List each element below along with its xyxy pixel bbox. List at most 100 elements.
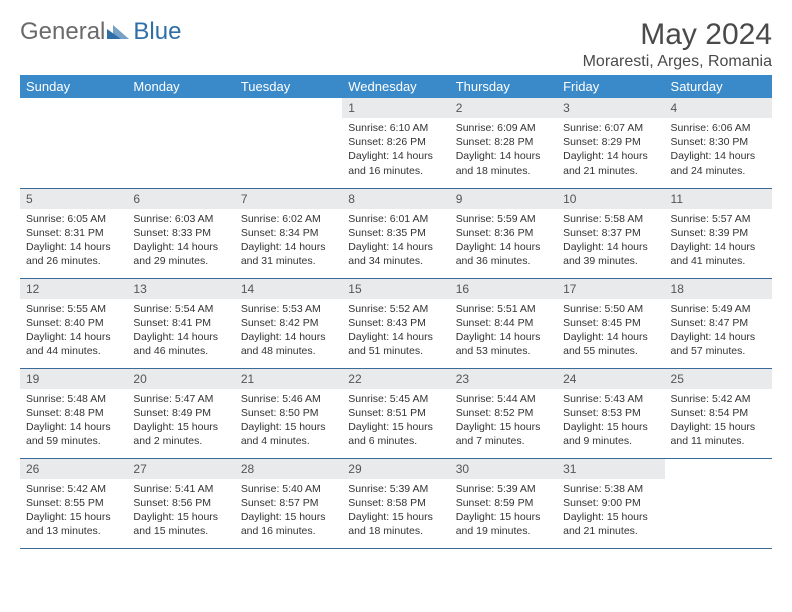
calendar-day-cell: 6Sunrise: 6:03 AMSunset: 8:33 PMDaylight… xyxy=(127,188,234,278)
day-number: 15 xyxy=(342,279,449,299)
calendar-header-row: SundayMondayTuesdayWednesdayThursdayFrid… xyxy=(20,75,772,98)
calendar-day-cell: 1Sunrise: 6:10 AMSunset: 8:26 PMDaylight… xyxy=(342,98,449,188)
day-details: Sunrise: 5:52 AMSunset: 8:43 PMDaylight:… xyxy=(342,299,449,363)
day-number: 10 xyxy=(557,189,664,209)
day-details: Sunrise: 6:02 AMSunset: 8:34 PMDaylight:… xyxy=(235,209,342,273)
day-number: 25 xyxy=(665,369,772,389)
day-details: Sunrise: 5:55 AMSunset: 8:40 PMDaylight:… xyxy=(20,299,127,363)
calendar-day-cell: 24Sunrise: 5:43 AMSunset: 8:53 PMDayligh… xyxy=(557,368,664,458)
day-number: 17 xyxy=(557,279,664,299)
calendar-day-cell: 3Sunrise: 6:07 AMSunset: 8:29 PMDaylight… xyxy=(557,98,664,188)
day-number: 29 xyxy=(342,459,449,479)
calendar-day-cell: 29Sunrise: 5:39 AMSunset: 8:58 PMDayligh… xyxy=(342,458,449,548)
calendar-day-cell: 22Sunrise: 5:45 AMSunset: 8:51 PMDayligh… xyxy=(342,368,449,458)
day-number: 3 xyxy=(557,98,664,118)
calendar-day-cell: 18Sunrise: 5:49 AMSunset: 8:47 PMDayligh… xyxy=(665,278,772,368)
day-details: Sunrise: 5:54 AMSunset: 8:41 PMDaylight:… xyxy=(127,299,234,363)
calendar-table: SundayMondayTuesdayWednesdayThursdayFrid… xyxy=(20,75,772,549)
day-details: Sunrise: 5:38 AMSunset: 9:00 PMDaylight:… xyxy=(557,479,664,543)
day-number: 24 xyxy=(557,369,664,389)
calendar-day-cell: 13Sunrise: 5:54 AMSunset: 8:41 PMDayligh… xyxy=(127,278,234,368)
calendar-day-cell: 19Sunrise: 5:48 AMSunset: 8:48 PMDayligh… xyxy=(20,368,127,458)
calendar-day-cell: 7Sunrise: 6:02 AMSunset: 8:34 PMDaylight… xyxy=(235,188,342,278)
calendar-week-row: 5Sunrise: 6:05 AMSunset: 8:31 PMDaylight… xyxy=(20,188,772,278)
location-text: Moraresti, Arges, Romania xyxy=(583,53,772,71)
day-number xyxy=(20,98,127,104)
day-number: 7 xyxy=(235,189,342,209)
day-details: Sunrise: 5:48 AMSunset: 8:48 PMDaylight:… xyxy=(20,389,127,453)
calendar-day-cell: 30Sunrise: 5:39 AMSunset: 8:59 PMDayligh… xyxy=(450,458,557,548)
calendar-day-cell: 20Sunrise: 5:47 AMSunset: 8:49 PMDayligh… xyxy=(127,368,234,458)
calendar-day-cell: 11Sunrise: 5:57 AMSunset: 8:39 PMDayligh… xyxy=(665,188,772,278)
day-details: Sunrise: 5:39 AMSunset: 8:58 PMDaylight:… xyxy=(342,479,449,543)
day-number: 30 xyxy=(450,459,557,479)
brand-triangle-icon xyxy=(107,18,129,46)
calendar-day-cell: 26Sunrise: 5:42 AMSunset: 8:55 PMDayligh… xyxy=(20,458,127,548)
day-details: Sunrise: 5:57 AMSunset: 8:39 PMDaylight:… xyxy=(665,209,772,273)
day-details: Sunrise: 5:53 AMSunset: 8:42 PMDaylight:… xyxy=(235,299,342,363)
day-details: Sunrise: 5:39 AMSunset: 8:59 PMDaylight:… xyxy=(450,479,557,543)
day-number: 16 xyxy=(450,279,557,299)
day-details: Sunrise: 6:06 AMSunset: 8:30 PMDaylight:… xyxy=(665,118,772,182)
calendar-day-cell: 2Sunrise: 6:09 AMSunset: 8:28 PMDaylight… xyxy=(450,98,557,188)
day-details: Sunrise: 5:41 AMSunset: 8:56 PMDaylight:… xyxy=(127,479,234,543)
calendar-day-cell: 10Sunrise: 5:58 AMSunset: 8:37 PMDayligh… xyxy=(557,188,664,278)
day-details: Sunrise: 5:51 AMSunset: 8:44 PMDaylight:… xyxy=(450,299,557,363)
day-number: 1 xyxy=(342,98,449,118)
calendar-day-cell: 5Sunrise: 6:05 AMSunset: 8:31 PMDaylight… xyxy=(20,188,127,278)
day-details: Sunrise: 5:42 AMSunset: 8:54 PMDaylight:… xyxy=(665,389,772,453)
day-number: 20 xyxy=(127,369,234,389)
calendar-day-cell: 8Sunrise: 6:01 AMSunset: 8:35 PMDaylight… xyxy=(342,188,449,278)
day-number xyxy=(235,98,342,104)
header: General Blue May 2024 Moraresti, Arges, … xyxy=(20,18,772,71)
day-details: Sunrise: 5:58 AMSunset: 8:37 PMDaylight:… xyxy=(557,209,664,273)
day-details: Sunrise: 5:59 AMSunset: 8:36 PMDaylight:… xyxy=(450,209,557,273)
calendar-day-cell: 15Sunrise: 5:52 AMSunset: 8:43 PMDayligh… xyxy=(342,278,449,368)
day-details: Sunrise: 6:07 AMSunset: 8:29 PMDaylight:… xyxy=(557,118,664,182)
day-details: Sunrise: 6:05 AMSunset: 8:31 PMDaylight:… xyxy=(20,209,127,273)
day-details: Sunrise: 5:46 AMSunset: 8:50 PMDaylight:… xyxy=(235,389,342,453)
calendar-day-cell: 12Sunrise: 5:55 AMSunset: 8:40 PMDayligh… xyxy=(20,278,127,368)
day-details: Sunrise: 6:01 AMSunset: 8:35 PMDaylight:… xyxy=(342,209,449,273)
title-block: May 2024 Moraresti, Arges, Romania xyxy=(583,18,772,71)
calendar-day-cell: 14Sunrise: 5:53 AMSunset: 8:42 PMDayligh… xyxy=(235,278,342,368)
day-header: Saturday xyxy=(665,75,772,98)
calendar-week-row: 12Sunrise: 5:55 AMSunset: 8:40 PMDayligh… xyxy=(20,278,772,368)
calendar-day-cell: 16Sunrise: 5:51 AMSunset: 8:44 PMDayligh… xyxy=(450,278,557,368)
day-number: 23 xyxy=(450,369,557,389)
day-details: Sunrise: 5:44 AMSunset: 8:52 PMDaylight:… xyxy=(450,389,557,453)
day-number: 6 xyxy=(127,189,234,209)
day-details: Sunrise: 5:40 AMSunset: 8:57 PMDaylight:… xyxy=(235,479,342,543)
calendar-body: 1Sunrise: 6:10 AMSunset: 8:26 PMDaylight… xyxy=(20,98,772,548)
calendar-day-cell xyxy=(127,98,234,188)
day-number: 18 xyxy=(665,279,772,299)
day-number xyxy=(665,459,772,465)
day-number: 19 xyxy=(20,369,127,389)
calendar-day-cell: 27Sunrise: 5:41 AMSunset: 8:56 PMDayligh… xyxy=(127,458,234,548)
day-details: Sunrise: 6:03 AMSunset: 8:33 PMDaylight:… xyxy=(127,209,234,273)
brand-text-part2: Blue xyxy=(133,18,181,46)
day-number: 21 xyxy=(235,369,342,389)
calendar-week-row: 1Sunrise: 6:10 AMSunset: 8:26 PMDaylight… xyxy=(20,98,772,188)
calendar-day-cell: 21Sunrise: 5:46 AMSunset: 8:50 PMDayligh… xyxy=(235,368,342,458)
day-header: Sunday xyxy=(20,75,127,98)
day-header: Monday xyxy=(127,75,234,98)
calendar-week-row: 19Sunrise: 5:48 AMSunset: 8:48 PMDayligh… xyxy=(20,368,772,458)
calendar-week-row: 26Sunrise: 5:42 AMSunset: 8:55 PMDayligh… xyxy=(20,458,772,548)
day-details: Sunrise: 5:49 AMSunset: 8:47 PMDaylight:… xyxy=(665,299,772,363)
day-details: Sunrise: 5:43 AMSunset: 8:53 PMDaylight:… xyxy=(557,389,664,453)
day-details: Sunrise: 5:47 AMSunset: 8:49 PMDaylight:… xyxy=(127,389,234,453)
brand-text-part1: General xyxy=(20,18,105,46)
calendar-day-cell xyxy=(235,98,342,188)
month-title: May 2024 xyxy=(583,18,772,51)
day-details: Sunrise: 6:10 AMSunset: 8:26 PMDaylight:… xyxy=(342,118,449,182)
day-number: 22 xyxy=(342,369,449,389)
calendar-day-cell xyxy=(20,98,127,188)
day-header: Thursday xyxy=(450,75,557,98)
day-number: 11 xyxy=(665,189,772,209)
calendar-day-cell: 25Sunrise: 5:42 AMSunset: 8:54 PMDayligh… xyxy=(665,368,772,458)
day-number: 14 xyxy=(235,279,342,299)
day-header: Wednesday xyxy=(342,75,449,98)
day-details: Sunrise: 5:42 AMSunset: 8:55 PMDaylight:… xyxy=(20,479,127,543)
day-number: 28 xyxy=(235,459,342,479)
